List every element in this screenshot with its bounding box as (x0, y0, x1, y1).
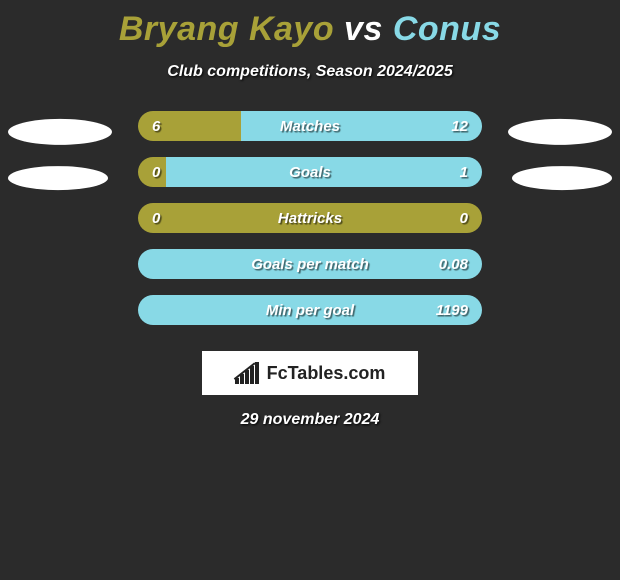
page-title: Bryang Kayo vs Conus (0, 0, 620, 49)
stat-bar (138, 249, 482, 279)
subtitle: Club competitions, Season 2024/2025 (0, 63, 620, 81)
stat-row: Hattricks00 (0, 203, 620, 249)
stat-bar (138, 295, 482, 325)
stat-rows: Matches612Goals01Hattricks00Goals per ma… (0, 111, 620, 341)
stat-bar (138, 111, 482, 141)
stat-row: Goals01 (0, 157, 620, 203)
date-label: 29 november 2024 (0, 411, 620, 429)
logo-chart-icon (235, 362, 263, 384)
stat-bar (138, 203, 482, 233)
logo-box: FcTables.com (202, 351, 418, 395)
stat-bar-right-seg (138, 249, 482, 279)
stat-row: Matches612 (0, 111, 620, 157)
player-right-icon (512, 166, 612, 190)
stat-bar-left-seg (138, 203, 482, 233)
stat-bar-right-seg (138, 295, 482, 325)
logo-text: FcTables.com (267, 363, 386, 384)
stat-bar-left-seg (138, 111, 241, 141)
stat-row: Min per goal1199 (0, 295, 620, 341)
player-left-icon (8, 166, 108, 190)
stat-bar-right-seg (166, 157, 482, 187)
player-left-icon (8, 119, 112, 145)
stat-bar (138, 157, 482, 187)
stat-bar-left-seg (138, 157, 166, 187)
stat-row: Goals per match0.08 (0, 249, 620, 295)
player-right-icon (508, 119, 612, 145)
stat-bar-right-seg (241, 111, 482, 141)
